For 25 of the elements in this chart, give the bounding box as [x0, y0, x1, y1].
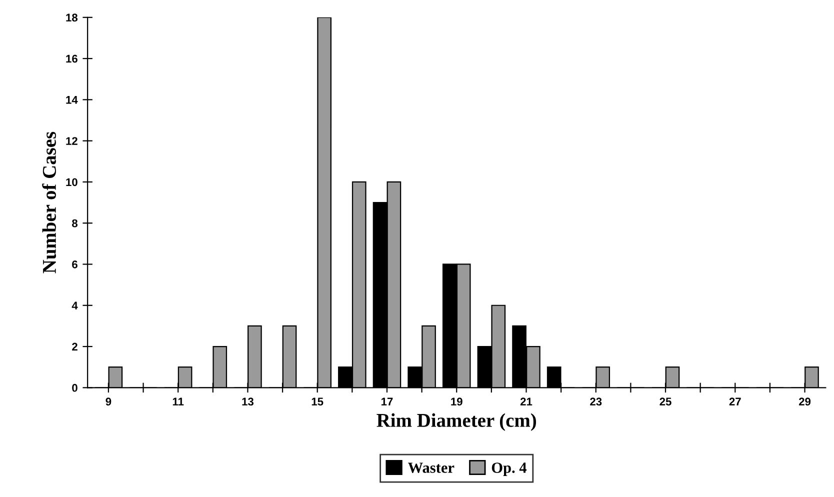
y-tick-label: 4 [72, 302, 78, 310]
x-tick-label: 21 [520, 398, 532, 406]
x-axis-title: Rim Diameter (cm) [376, 413, 536, 431]
x-tick-label: 9 [106, 398, 112, 406]
x-tick-label: 25 [660, 398, 672, 406]
y-tick-label: 2 [72, 342, 78, 351]
y-tick-label: 6 [72, 260, 78, 268]
x-tick-label: 23 [590, 398, 602, 406]
y-tick-label: 8 [72, 219, 78, 228]
x-tick-label: 19 [451, 398, 462, 406]
legend-label: Op. 4 [492, 462, 527, 476]
x-tick-label: 29 [798, 398, 811, 406]
y-axis-title: Number of Cases [42, 132, 56, 274]
y-tick-label: 0 [72, 384, 78, 392]
x-tick-label: 27 [729, 398, 741, 406]
y-tick-label: 10 [66, 178, 78, 186]
x-tick-label: 17 [382, 398, 393, 406]
x-tick-label: 11 [172, 398, 184, 406]
y-tick-label: 12 [66, 137, 78, 145]
y-tick-label: 16 [66, 54, 78, 63]
x-tick-label: 13 [242, 398, 254, 406]
y-tick-label: 14 [66, 96, 78, 104]
x-tick-label: 15 [312, 398, 324, 406]
legend-label: Waster [408, 462, 454, 473]
y-tick-label: 18 [66, 14, 78, 22]
